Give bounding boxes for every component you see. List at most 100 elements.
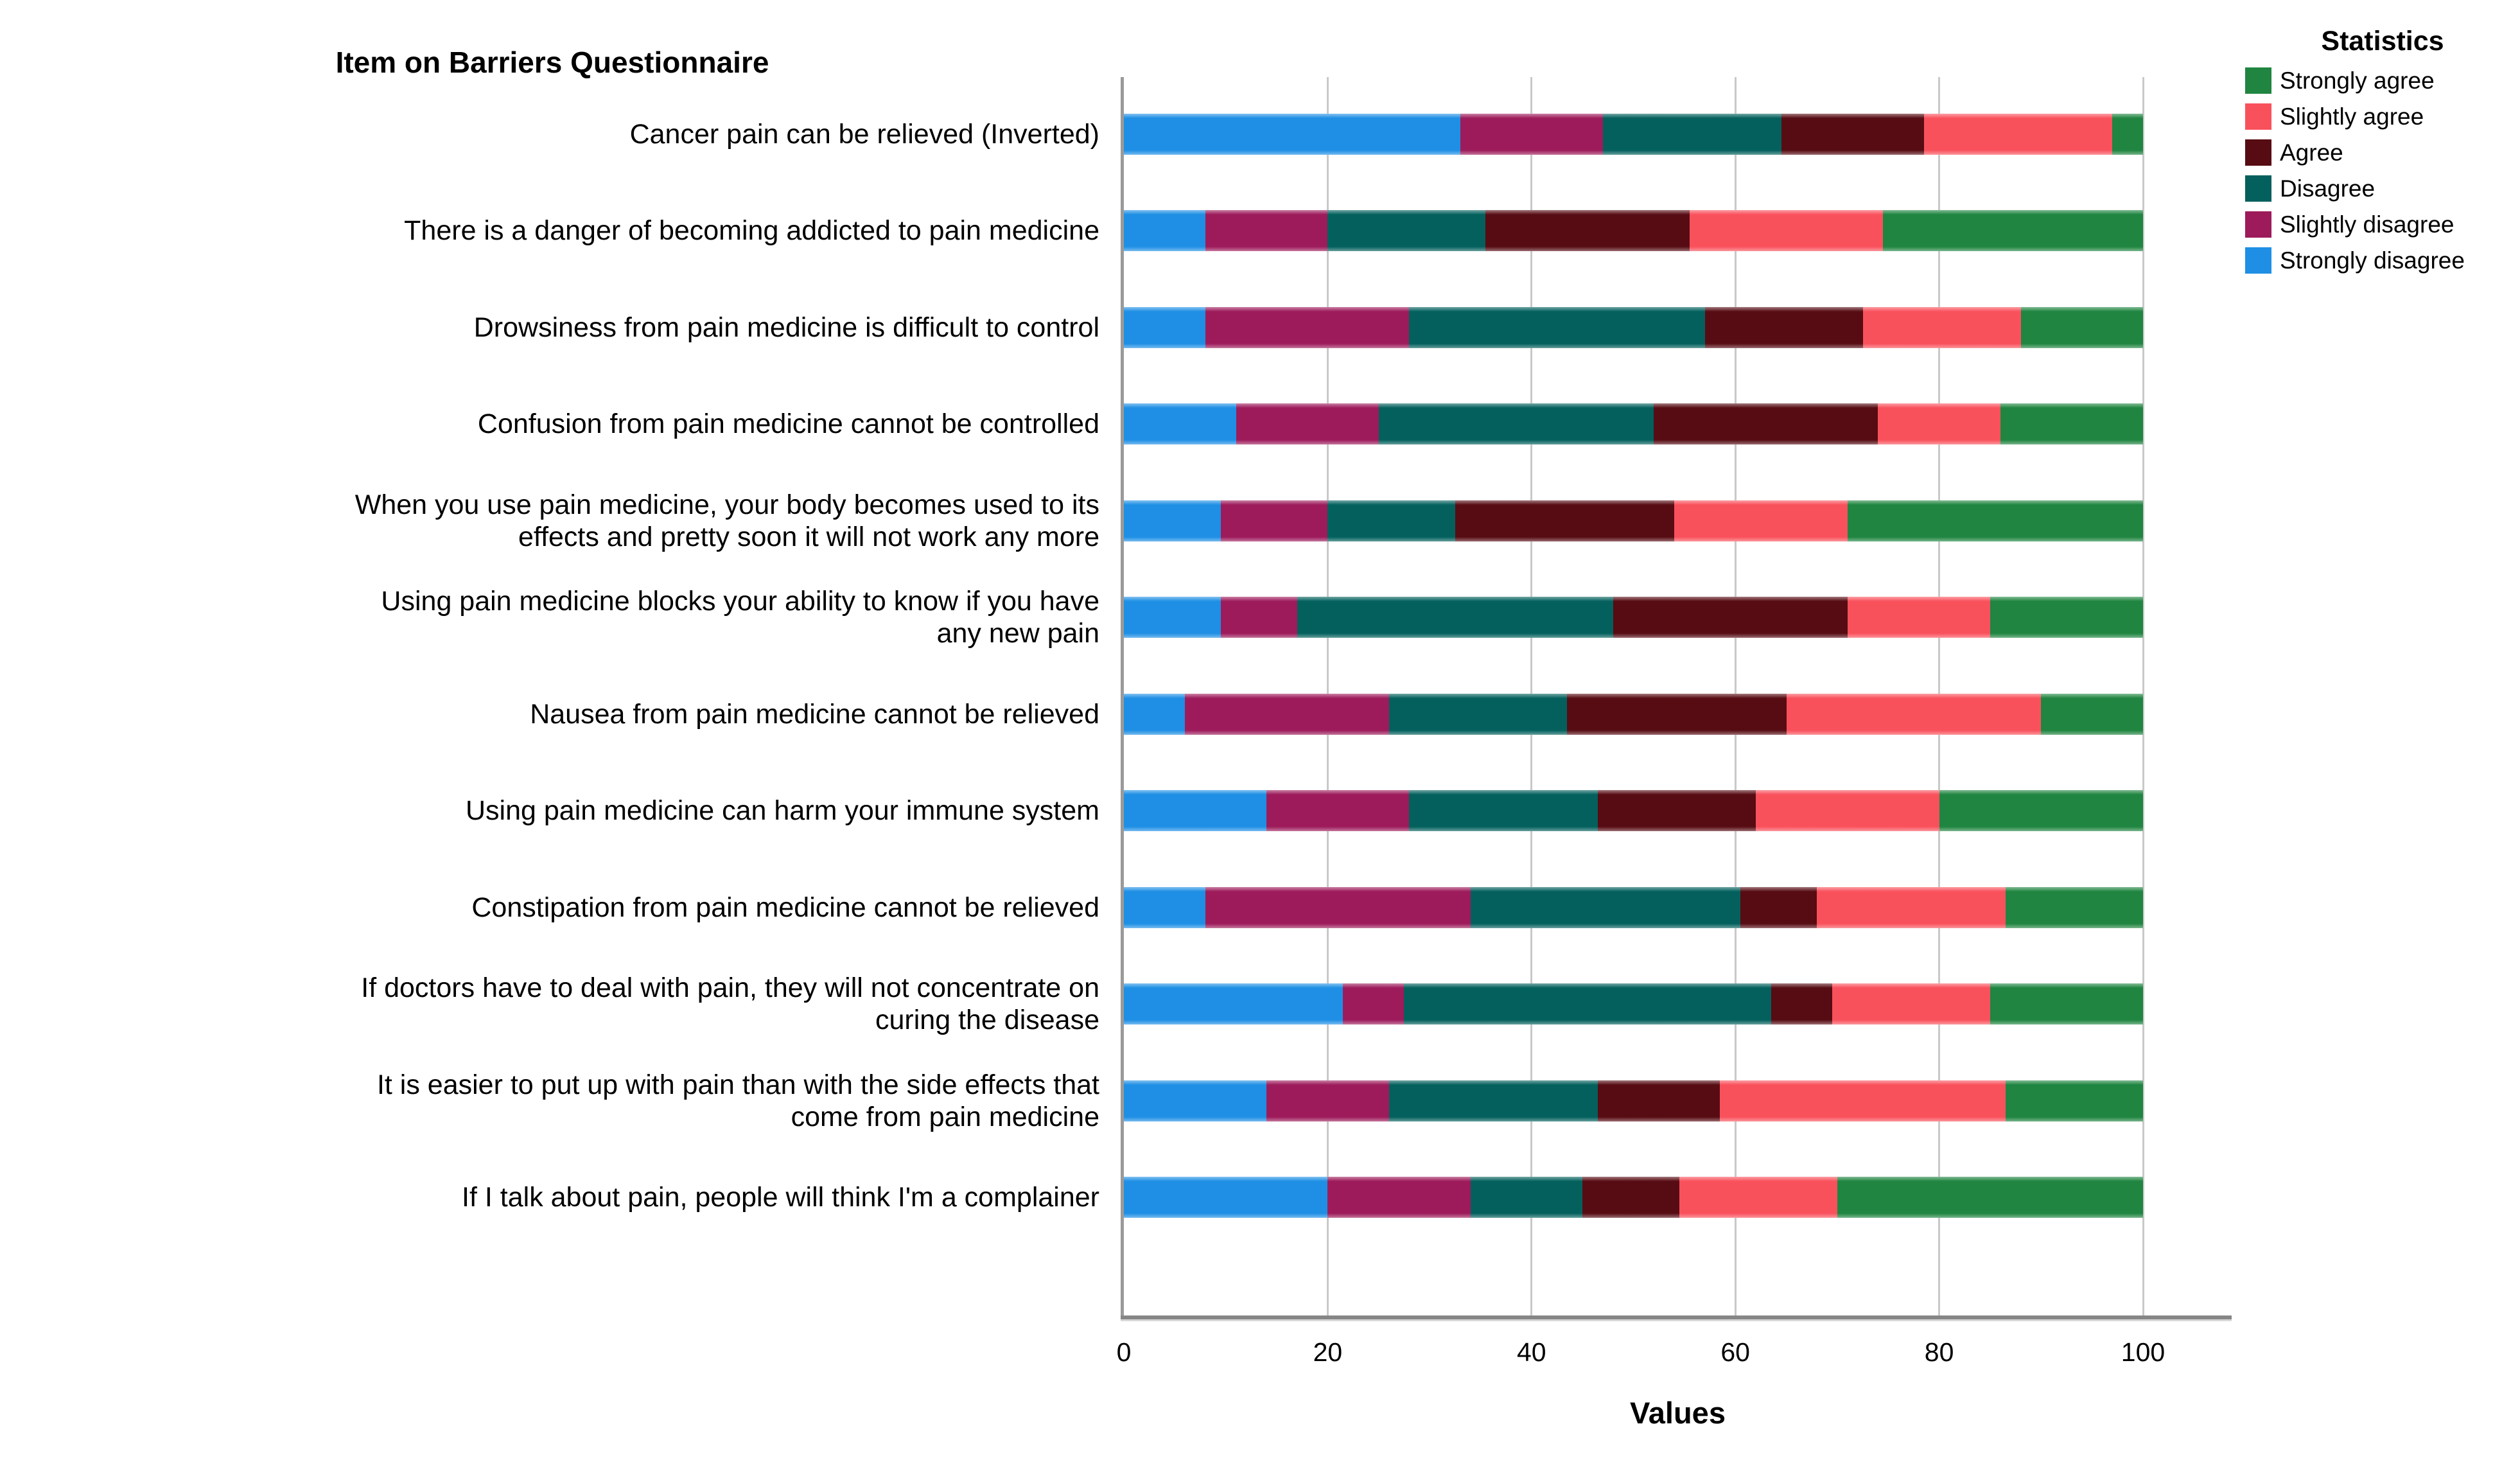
bar-segment	[1124, 983, 1343, 1025]
bar-row-11	[1124, 1080, 2143, 1121]
x-tick-label-100: 100	[2121, 1337, 2166, 1367]
legend-label: Agree	[2280, 139, 2343, 166]
bar-segment	[1236, 403, 1379, 444]
bar-segment	[1124, 210, 1205, 251]
legend-item: Slightly disagree	[2245, 211, 2520, 238]
bar-row-3	[1124, 306, 2143, 348]
bar-segment	[1862, 306, 2021, 348]
category-label: Drowsiness from pain medicine is difficu…	[473, 312, 1099, 343]
bar-row-4	[1124, 403, 2143, 444]
legend-item: Strongly disagree	[2245, 247, 2520, 274]
bar-segment	[1378, 403, 1654, 444]
bar-segment	[1470, 1177, 1583, 1218]
legend-label: Strongly agree	[2280, 67, 2435, 94]
bar-segment	[2005, 1080, 2143, 1121]
bar-segment	[1878, 403, 2000, 444]
bar-segment	[1654, 403, 1878, 444]
bar-segment	[1847, 500, 2143, 541]
bar-segment	[1455, 500, 1674, 541]
category-label: If I talk about pain, people will think …	[462, 1182, 1099, 1213]
bar-segment	[1939, 790, 2143, 831]
bar-segment	[1817, 886, 2006, 928]
x-tick-label-40: 40	[1516, 1337, 1546, 1367]
bar-segment	[1720, 1080, 2006, 1121]
legend-label: Strongly disagree	[2280, 247, 2465, 274]
bar-segment	[1990, 983, 2143, 1025]
bar-segment	[1613, 597, 1848, 638]
bar-segment	[1220, 500, 1328, 541]
x-tick-label-0: 0	[1116, 1337, 1132, 1367]
legend-item: Strongly agree	[2245, 67, 2520, 94]
bar-segment	[1582, 1177, 1679, 1218]
bar-segment	[1185, 693, 1389, 735]
bar-segment	[1124, 306, 1205, 348]
category-label: There is a danger of becoming addicted t…	[404, 215, 1099, 246]
bar-segment	[1847, 597, 1990, 638]
bar-segment	[1124, 693, 1186, 735]
category-label: Using pain medicine can harm your immune…	[465, 795, 1099, 826]
bar-segment	[1327, 500, 1455, 541]
legend-item: Slightly agree	[2245, 103, 2520, 130]
legend-swatch-icon	[2245, 103, 2271, 130]
legend-swatch-icon	[2245, 139, 2271, 166]
bar-segment	[1990, 597, 2143, 638]
bar-segment	[1124, 113, 1460, 155]
legend-title: Statistics	[2321, 26, 2444, 57]
legend-label: Disagree	[2280, 175, 2376, 202]
bar-segment	[1689, 210, 1884, 251]
bar-segment	[2000, 403, 2143, 444]
bar-segment	[1124, 1080, 1267, 1121]
bar-segment	[1220, 597, 1297, 638]
plot-area	[1121, 77, 2232, 1315]
legend-swatch-icon	[2245, 247, 2271, 274]
bar-segment	[1460, 113, 1603, 155]
legend-label: Slightly disagree	[2280, 211, 2454, 238]
bar-segment	[1602, 113, 1781, 155]
bar-segment	[1124, 500, 1221, 541]
bar-segment	[1597, 790, 1756, 831]
bar-segment	[1124, 597, 1221, 638]
bar-segment	[1327, 1177, 1471, 1218]
bar-row-9	[1124, 886, 2143, 928]
legend: Statistics Strongly agree Slightly agree A…	[2245, 26, 2520, 283]
legend-items: Strongly agree Slightly agree Agree Disagre…	[2245, 67, 2520, 274]
bar-segment	[1567, 693, 1787, 735]
category-label: Confusion from pain medicine cannot be c…	[477, 409, 1099, 439]
x-axis-line	[1121, 1315, 2232, 1321]
bar-segment	[1409, 790, 1598, 831]
bar-segment	[1124, 403, 1236, 444]
x-tick-label-60: 60	[1720, 1337, 1750, 1367]
bar-segment	[1704, 306, 1863, 348]
legend-swatch-icon	[2245, 211, 2271, 238]
bar-segment	[1679, 1177, 1837, 1218]
bar-segment	[1343, 983, 1404, 1025]
bar-row-2	[1124, 210, 2143, 251]
bar-segment	[1837, 1177, 2143, 1218]
x-tick-label-20: 20	[1313, 1337, 1343, 1367]
bar-segment	[1597, 1080, 1720, 1121]
x-tick-label-80: 80	[1924, 1337, 1954, 1367]
bar-segment	[1266, 790, 1410, 831]
bar-row-8	[1124, 790, 2143, 831]
bar-segment	[1388, 693, 1568, 735]
chart-title: Item on Barriers Questionnaire	[335, 46, 769, 79]
bar-segment	[1923, 113, 2113, 155]
bar-segment	[1883, 210, 2143, 251]
bar-segment	[1205, 306, 1410, 348]
bar-row-6	[1124, 597, 2143, 638]
bar-segment	[1124, 1177, 1328, 1218]
bar-segment	[2041, 693, 2143, 735]
bar-segment	[1485, 210, 1690, 251]
category-label: Using pain medicine blocks your ability …	[381, 586, 1099, 649]
bar-segment	[1388, 1080, 1598, 1121]
bar-segment	[1409, 306, 1705, 348]
bar-segment	[1781, 113, 1924, 155]
bar-row-10	[1124, 983, 2143, 1025]
legend-swatch-icon	[2245, 175, 2271, 202]
bar-segment	[1205, 886, 1471, 928]
category-label: Constipation from pain medicine cannot b…	[471, 892, 1099, 923]
bar-segment	[1124, 790, 1267, 831]
bar-segment	[1205, 210, 1328, 251]
bar-segment	[2020, 306, 2143, 348]
bar-segment	[1771, 983, 1832, 1025]
